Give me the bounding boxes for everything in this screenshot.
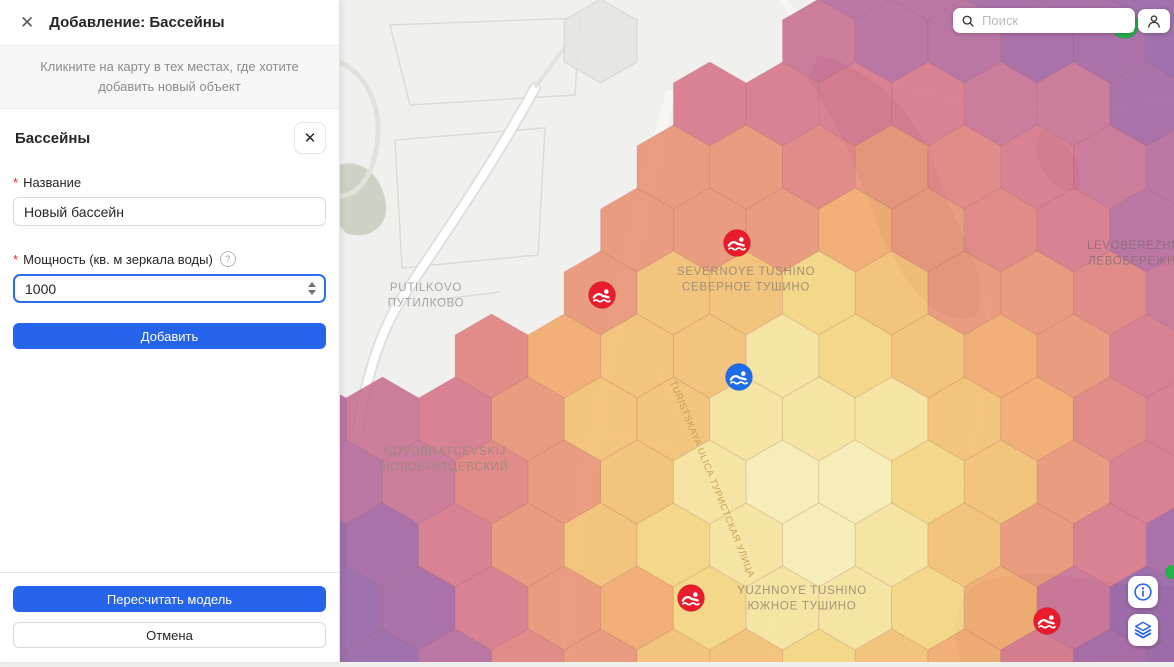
layers-button[interactable]: [1128, 614, 1158, 646]
info-icon: [1132, 581, 1154, 603]
pool-marker[interactable]: [589, 282, 616, 309]
panel-footer: Пересчитать модель Отмена: [0, 572, 339, 662]
pool-marker[interactable]: [724, 230, 751, 257]
place-label-levoberezhny: ЛЕВОБЕРЕЖНЫЙ: [1088, 255, 1174, 268]
place-label-levoberezhny: LEVOBEREZHNYY: [1087, 240, 1174, 252]
place-label-novobratsevskiy: NOVOBRATCEVSKIJ: [384, 446, 506, 458]
panel-title: Добавление: Бассейны: [49, 14, 224, 31]
place-label-putilkovo: PUTILKOVO: [390, 282, 462, 294]
pool-marker[interactable]: [1034, 608, 1061, 635]
user-icon: [1144, 11, 1164, 31]
user-button[interactable]: [1138, 9, 1170, 33]
help-icon[interactable]: ?: [220, 251, 236, 267]
required-mark: *: [13, 175, 18, 190]
place-label-putilkovo: ПУТИЛКОВО: [388, 298, 464, 310]
layers-icon: [1132, 619, 1154, 641]
form-close-button[interactable]: ✕: [294, 122, 326, 154]
place-label-severnoye-tushino: SEVERNOYE TUSHINO: [677, 266, 815, 278]
instruction-text: Кликните на карту в тех местах, где хоти…: [0, 45, 339, 109]
panel-header: ✕ Добавление: Бассейны: [0, 0, 339, 45]
place-label-novobratsevskiy: НОВОБРАТЦЕВСКИЙ: [381, 461, 508, 474]
place-label-severnoye-tushino: СЕВЕРНОЕ ТУШИНО: [682, 282, 810, 294]
pool-marker[interactable]: [726, 364, 753, 391]
panel-close-icon[interactable]: ✕: [20, 14, 34, 31]
stepper-down-icon[interactable]: [308, 290, 316, 295]
search-input[interactable]: [980, 12, 1127, 29]
cancel-button[interactable]: Отмена: [13, 622, 326, 648]
map-area[interactable]: PUTILKOVO ПУТИЛКОВО SEVERNOYE TUSHINO СЕВЕР…: [340, 0, 1174, 662]
power-value: 1000: [25, 281, 56, 297]
power-input[interactable]: 1000: [13, 274, 326, 303]
map-canvas[interactable]: PUTILKOVO ПУТИЛКОВО SEVERNOYE TUSHINO СЕВЕР…: [340, 0, 1174, 662]
recalculate-model-button[interactable]: Пересчитать модель: [13, 586, 326, 612]
quantity-stepper[interactable]: [308, 282, 316, 295]
required-mark: *: [13, 252, 18, 267]
name-input[interactable]: [13, 197, 326, 226]
search-icon: [961, 14, 975, 28]
form-title: Бассейны: [13, 130, 90, 147]
pool-marker[interactable]: [678, 585, 705, 612]
place-label-yuzhnoye-tushino: YUZHNOYE TUSHINO: [737, 585, 867, 597]
place-label-yuzhnoye-tushino: ЮЖНОЕ ТУШИНО: [748, 601, 857, 613]
info-button[interactable]: [1128, 576, 1158, 608]
power-label: * Мощность (кв. м зеркала воды) ?: [13, 251, 326, 267]
search-bar[interactable]: [953, 8, 1135, 33]
add-object-panel: ✕ Добавление: Бассейны Кликните на карту…: [0, 0, 340, 662]
pool-form: Бассейны ✕ * Название * Мощность (кв. м …: [0, 122, 339, 349]
stepper-up-icon[interactable]: [308, 282, 316, 287]
add-button[interactable]: Добавить: [13, 323, 326, 349]
name-label: * Название: [13, 175, 326, 190]
